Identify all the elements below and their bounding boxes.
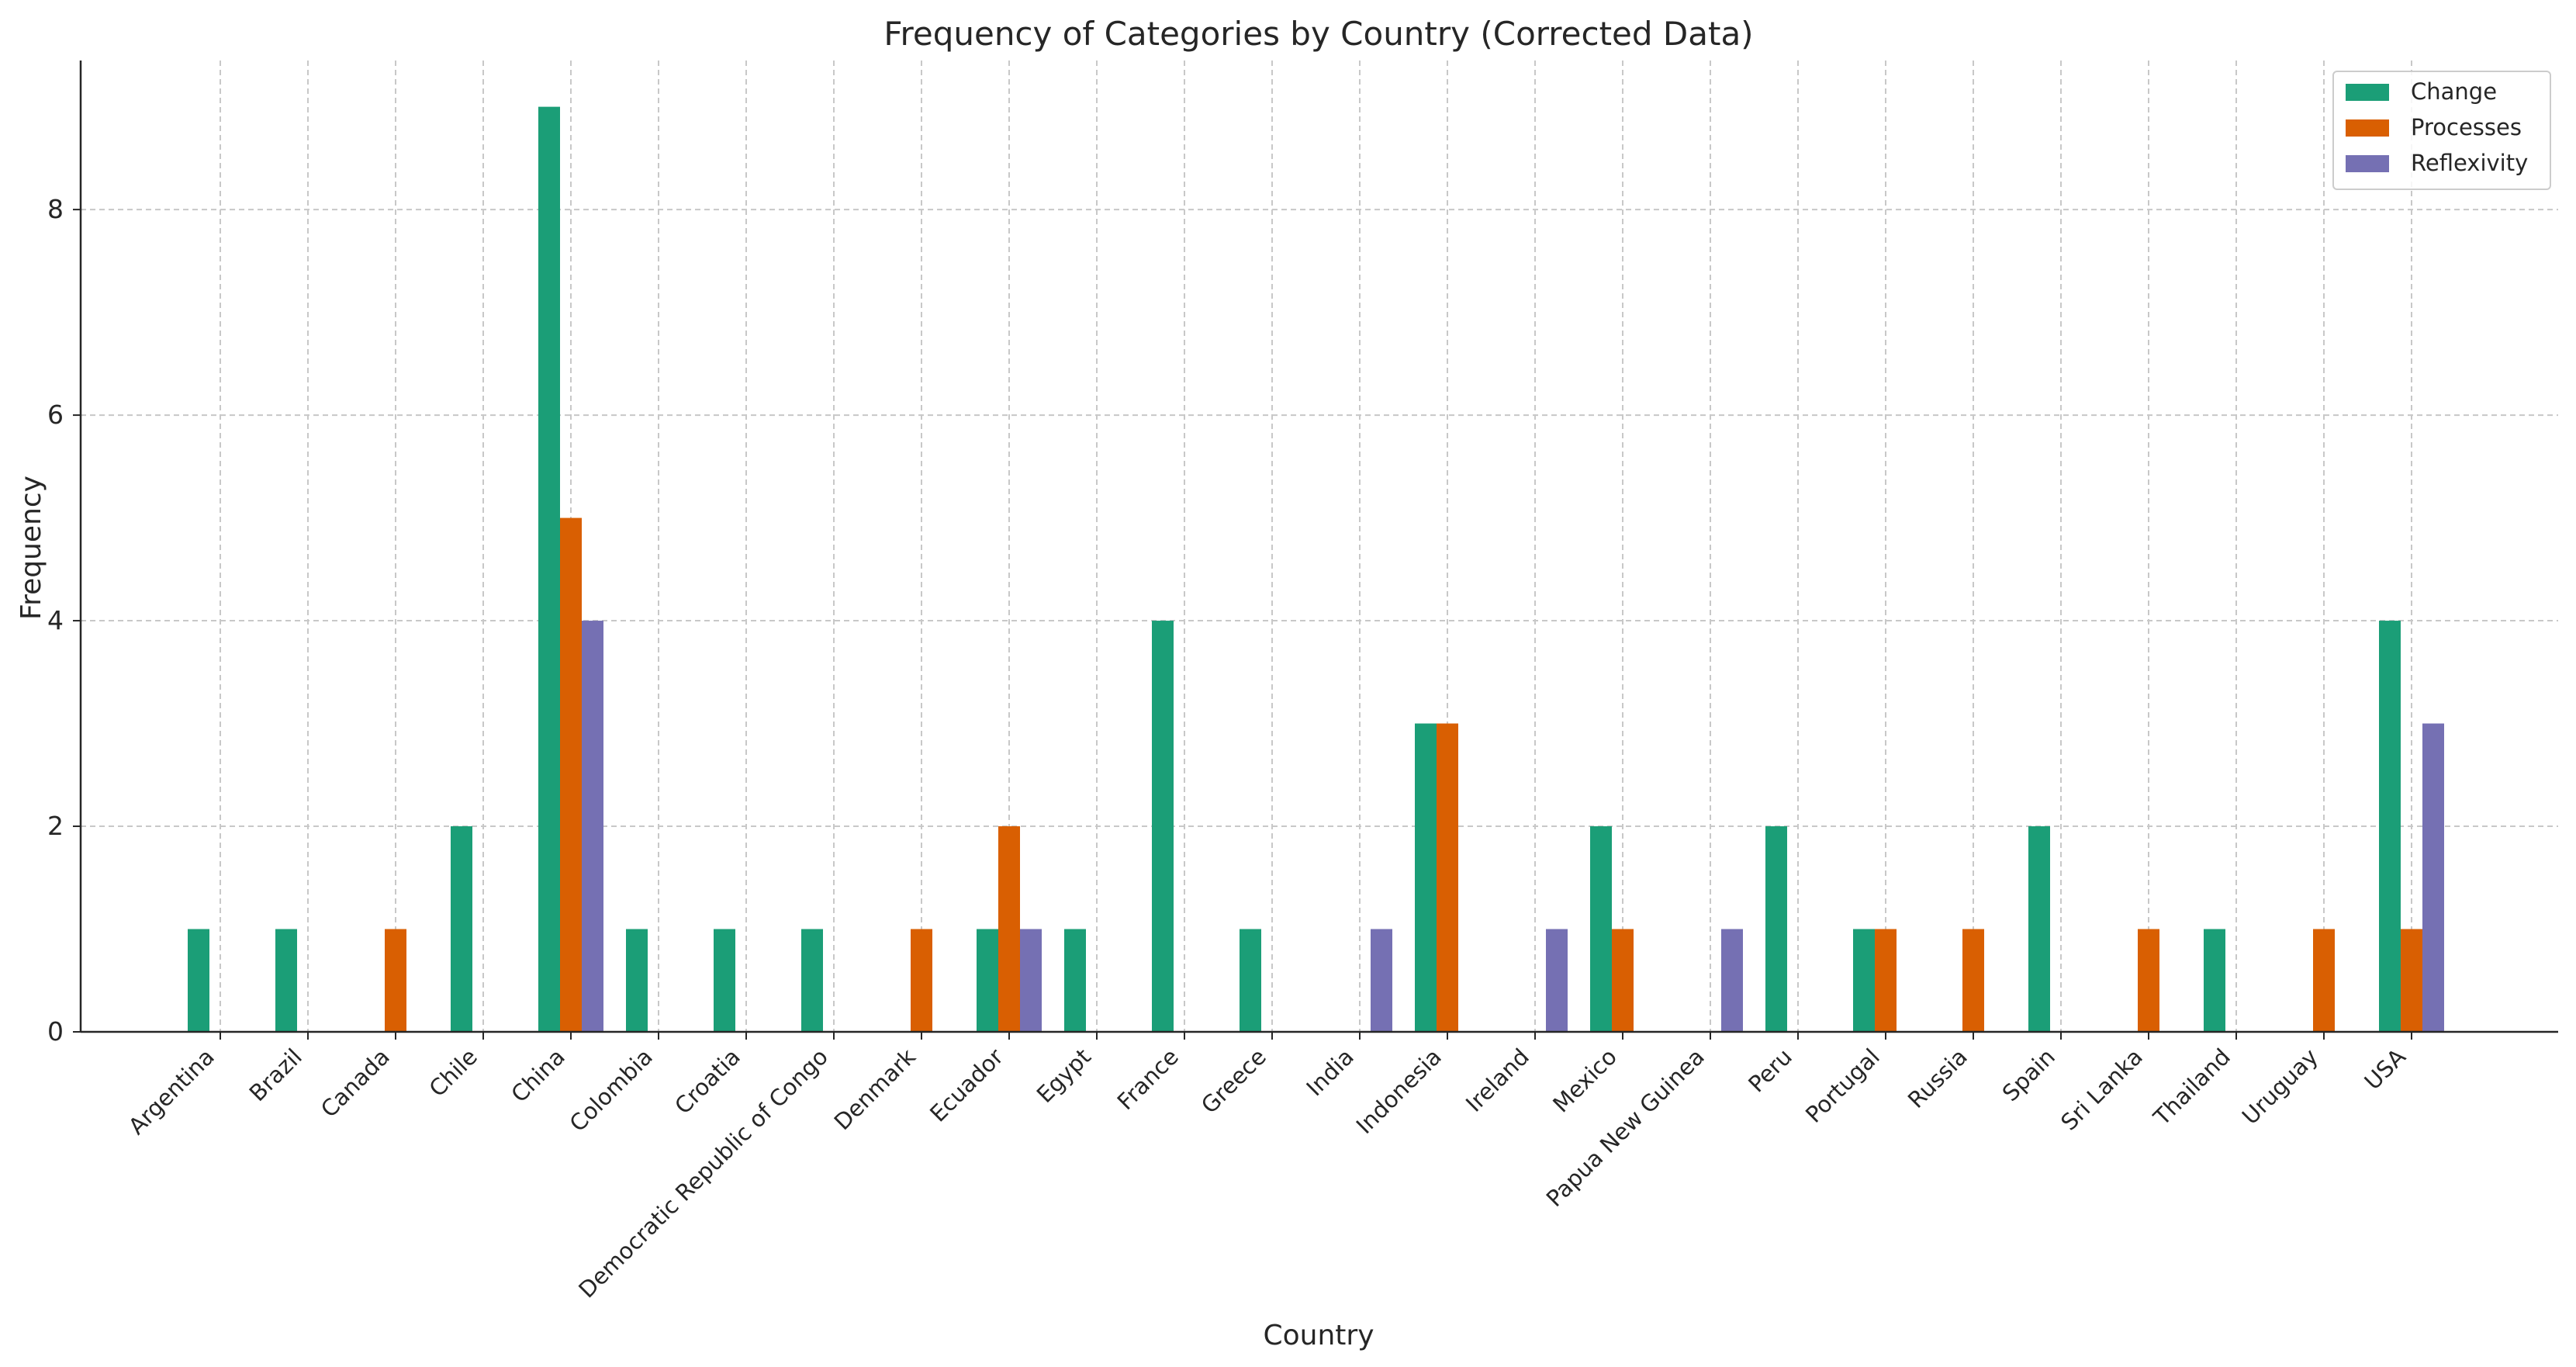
bar-change-colombia	[626, 929, 648, 1032]
x-tick-label: Portugal	[1800, 1043, 1885, 1128]
y-tick-label: 2	[47, 811, 64, 841]
legend-label-change: Change	[2411, 78, 2497, 105]
bar-processes-ecuador	[998, 826, 1020, 1032]
x-tick-label: France	[1112, 1043, 1184, 1115]
bar-change-egypt	[1064, 929, 1086, 1032]
bar-change-croatia	[714, 929, 735, 1032]
x-tick-label: USA	[2359, 1043, 2411, 1095]
bar-processes-mexico	[1612, 929, 1634, 1032]
bar-change-indonesia	[1415, 723, 1437, 1032]
bar-processes-canada	[385, 929, 406, 1032]
y-tick-label: 6	[47, 400, 64, 430]
bar-change-peru	[1765, 826, 1787, 1032]
x-tick-label: Spain	[1997, 1043, 2060, 1106]
bar-processes-indonesia	[1437, 723, 1458, 1032]
x-tick-label: Brazil	[244, 1043, 307, 1106]
bar-reflexivity-ireland	[1546, 929, 1568, 1032]
legend: Change Processes Reflexivity	[2332, 71, 2551, 190]
y-tick-label: 4	[47, 605, 64, 635]
x-tick-label: Indonesia	[1351, 1043, 1447, 1139]
bar-change-chile	[451, 826, 472, 1032]
bar-reflexivity-china	[582, 621, 603, 1032]
axis-layer	[79, 61, 2558, 1033]
x-tick-label: Canada	[316, 1043, 395, 1123]
bar-change-france	[1152, 621, 1174, 1032]
x-tick-label: Peru	[1743, 1043, 1797, 1098]
bar-reflexivity-ecuador	[1020, 929, 1042, 1032]
x-tick-label: Mexico	[1547, 1043, 1622, 1118]
x-tick-label: Croatia	[669, 1043, 745, 1120]
x-tick-label: Denmark	[829, 1043, 921, 1135]
y-axis-label: Frequency	[16, 476, 47, 620]
bar-reflexivity-usa	[2422, 723, 2444, 1032]
bar-processes-russia	[1962, 929, 1984, 1032]
bar-layer	[188, 106, 2444, 1033]
x-tick-label: Ecuador	[925, 1043, 1008, 1127]
bar-change-portugal	[1853, 929, 1875, 1032]
bar-processes-uruguay	[2313, 929, 2335, 1032]
x-tick-label: China	[506, 1043, 570, 1108]
bar-change-thailand	[2204, 929, 2225, 1032]
bar-change-china	[538, 106, 560, 1033]
bar-change-brazil	[275, 929, 297, 1032]
bar-processes-usa	[2401, 929, 2422, 1032]
legend-label-reflexivity: Reflexivity	[2411, 150, 2528, 176]
bar-change-spain	[2028, 826, 2050, 1032]
legend-label-processes: Processes	[2411, 114, 2522, 140]
x-tick-label: Thailand	[2148, 1043, 2235, 1131]
legend-items: Change Processes Reflexivity	[2346, 78, 2528, 176]
bar-change-usa	[2379, 621, 2401, 1032]
bar-change-ecuador	[977, 929, 998, 1032]
x-tick-label: Greece	[1196, 1043, 1271, 1119]
x-axis-label: Country	[1263, 1320, 1374, 1351]
bar-reflexivity-papua-new-guinea	[1721, 929, 1743, 1032]
bar-processes-portugal	[1875, 929, 1897, 1032]
bar-change-greece	[1240, 929, 1261, 1032]
chart-title: Frequency of Categories by Country (Corr…	[883, 15, 1753, 53]
legend-swatch-reflexivity	[2346, 155, 2389, 172]
bar-change-argentina	[188, 929, 209, 1032]
x-tick-label: India	[1302, 1043, 1359, 1101]
bar-reflexivity-india	[1371, 929, 1392, 1032]
y-tick-label: 8	[47, 194, 64, 224]
bar-processes-china	[560, 517, 582, 1032]
grid-layer	[81, 61, 2558, 1032]
x-tick-label: Sri Lanka	[2056, 1043, 2148, 1136]
bar-change-mexico	[1590, 826, 1612, 1032]
x-tick-label: Argentina	[123, 1043, 220, 1140]
y-tick-layer: 0 2 4 6 8	[47, 194, 81, 1047]
x-tick-label: Colombia	[565, 1043, 658, 1137]
y-tick-label: 0	[47, 1016, 64, 1047]
bar-processes-sri-lanka	[2138, 929, 2159, 1032]
x-tick-label: Papua New Guinea	[1541, 1043, 1710, 1212]
x-tick-label: Russia	[1903, 1043, 1973, 1113]
legend-swatch-processes	[2346, 119, 2389, 137]
x-tick-label: Egypt	[1032, 1043, 1096, 1108]
x-tick-label: Chile	[424, 1043, 482, 1102]
bar-change-democratic-republic-of-congo	[801, 929, 823, 1032]
x-tick-label: Uruguay	[2237, 1043, 2323, 1130]
bar-processes-denmark	[911, 929, 932, 1032]
x-tick-label: Ireland	[1461, 1043, 1534, 1117]
legend-swatch-change	[2346, 84, 2389, 101]
